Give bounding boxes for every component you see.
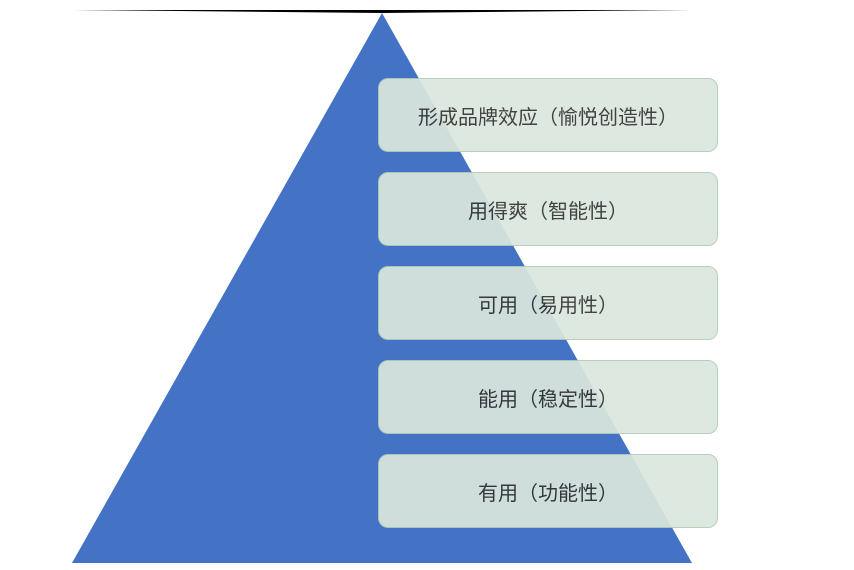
level-label-1: 用得爽（智能性）	[468, 195, 628, 224]
level-box-0: 形成品牌效应（愉悦创造性）	[378, 78, 718, 152]
level-label-3: 能用（稳定性）	[478, 383, 618, 412]
level-box-3: 能用（稳定性）	[378, 360, 718, 434]
level-box-2: 可用（易用性）	[378, 266, 718, 340]
level-label-2: 可用（易用性）	[478, 289, 618, 318]
level-box-4: 有用（功能性）	[378, 454, 718, 528]
level-box-1: 用得爽（智能性）	[378, 172, 718, 246]
level-label-0: 形成品牌效应（愉悦创造性）	[418, 101, 678, 130]
level-label-4: 有用（功能性）	[478, 477, 618, 506]
